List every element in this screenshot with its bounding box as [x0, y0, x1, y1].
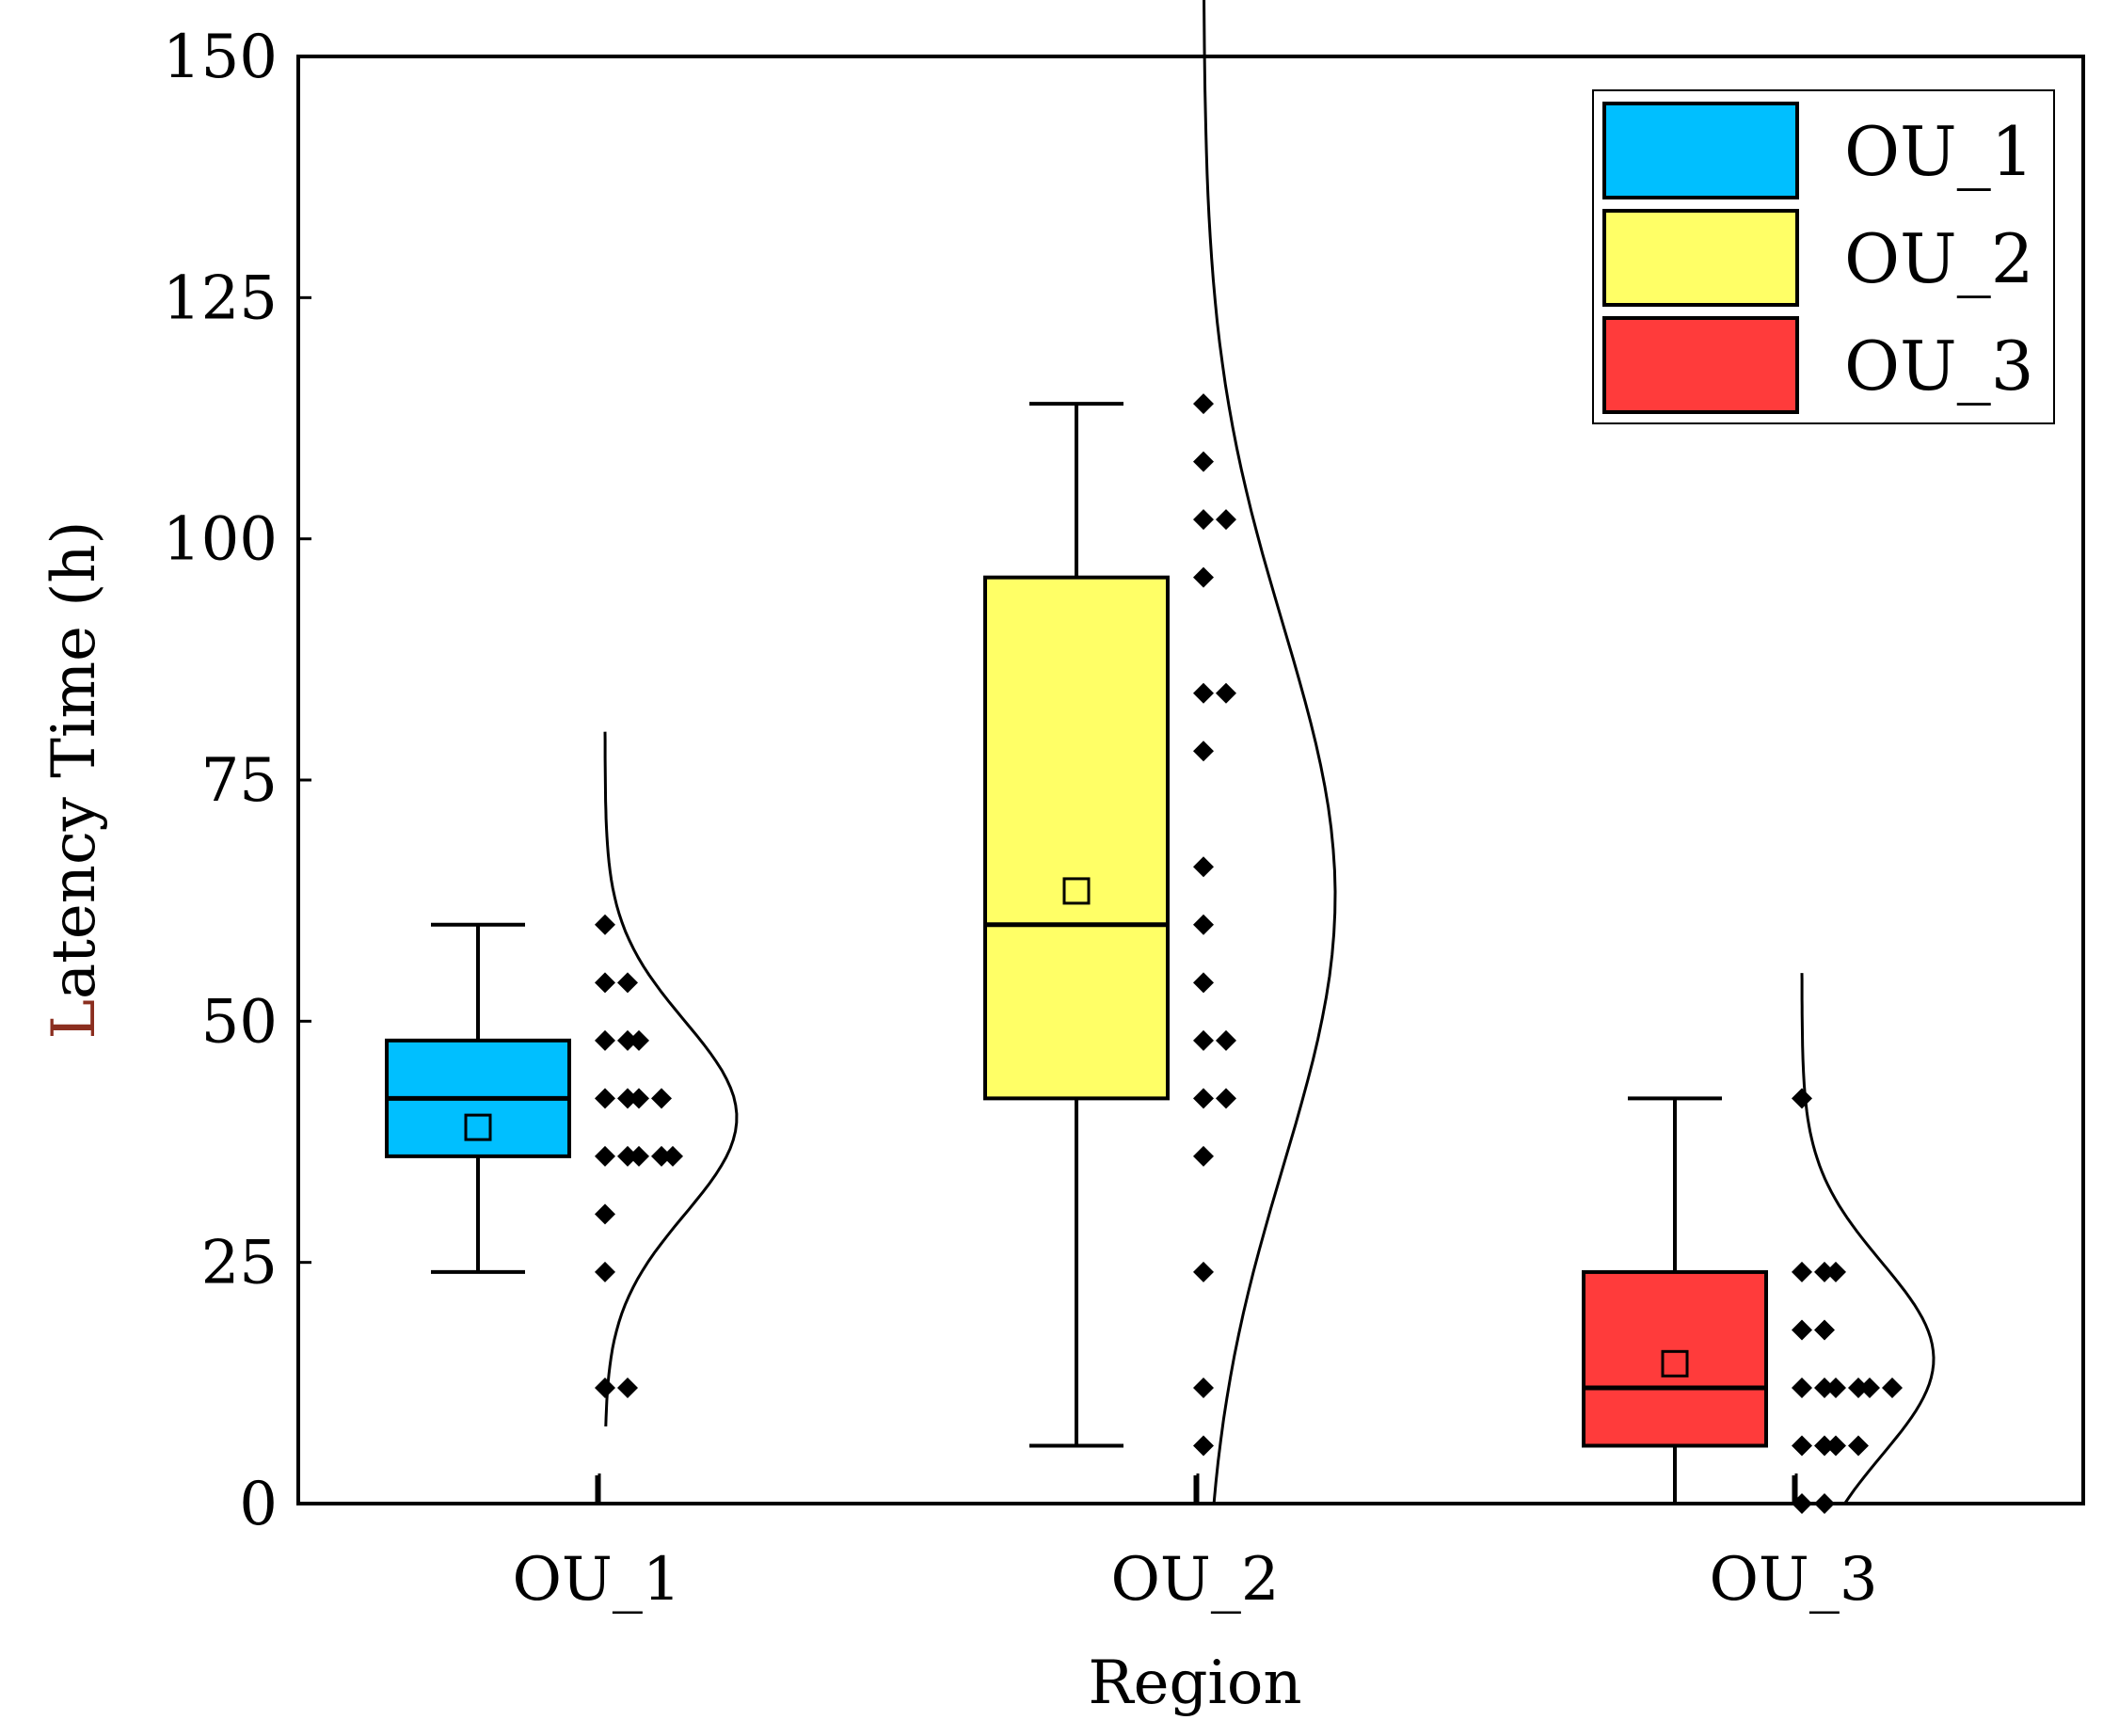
- data-point: [1814, 1377, 1835, 1398]
- data-point: [1193, 393, 1214, 415]
- legend-label: OU_3: [1844, 326, 2034, 406]
- data-point: [1216, 509, 1236, 531]
- data-point: [1792, 1261, 1812, 1282]
- box-OU_2: [983, 575, 1170, 1101]
- data-point: [617, 1088, 638, 1109]
- legend-entries: OU_1 OU_2 OU_3: [1602, 102, 2034, 414]
- distribution-curve: [1800, 973, 1936, 1505]
- mean-marker: [464, 1113, 492, 1141]
- data-point: [651, 1145, 672, 1167]
- y-tick-label: 150: [163, 23, 278, 92]
- data-point: [629, 1145, 649, 1167]
- plot-layer: [385, 0, 1936, 1514]
- legend-label: OU_1: [1844, 112, 2034, 191]
- distribution-curve: [1203, 0, 1337, 1505]
- box-OU_3: [1582, 1269, 1768, 1448]
- data-point: [651, 1088, 672, 1109]
- y-tick-label: 75: [201, 746, 278, 816]
- y-axis-title-first-letter: L: [40, 999, 109, 1040]
- data-point: [1193, 1145, 1214, 1167]
- data-point: [1792, 1435, 1812, 1457]
- data-point: [595, 1377, 615, 1398]
- data-point: [1792, 1377, 1812, 1398]
- data-point: [617, 1029, 638, 1051]
- x-tick-label: OU_1: [512, 1545, 680, 1615]
- data-point: [1848, 1435, 1869, 1457]
- y-tick-label: 0: [239, 1470, 278, 1539]
- data-point: [1216, 682, 1236, 704]
- data-point: [1193, 914, 1214, 935]
- data-point: [1792, 1319, 1812, 1341]
- legend-swatch: [1602, 209, 1799, 307]
- data-point: [1216, 1088, 1236, 1109]
- data-point: [595, 914, 615, 935]
- data-point: [595, 1029, 615, 1051]
- data-point: [617, 1145, 638, 1167]
- data-point: [1216, 1029, 1236, 1051]
- y-tick-label: 100: [163, 505, 278, 575]
- y-tick-label: 125: [163, 263, 278, 333]
- data-point: [1814, 1435, 1835, 1457]
- data-point: [1814, 1319, 1835, 1341]
- x-tick-label: OU_2: [1110, 1545, 1279, 1615]
- data-point: [662, 1145, 683, 1167]
- mean-marker: [1062, 877, 1091, 905]
- distribution-curve: [603, 731, 739, 1427]
- data-point: [617, 1377, 638, 1398]
- data-point: [595, 1203, 615, 1225]
- data-point: [1193, 682, 1214, 704]
- data-point: [1193, 741, 1214, 762]
- series-group-OU_2: [983, 0, 1337, 1505]
- series-group-OU_3: [1582, 973, 1936, 1514]
- legend-label: OU_2: [1844, 219, 2034, 298]
- y-axis-title: Latency Time (h): [40, 520, 109, 1039]
- data-point: [595, 1261, 615, 1282]
- data-point: [1193, 451, 1214, 472]
- legend-swatch: [1602, 102, 1799, 199]
- y-tick-label: 25: [201, 1229, 278, 1298]
- data-point: [1882, 1377, 1903, 1398]
- data-point: [1859, 1377, 1880, 1398]
- data-point: [1193, 1435, 1214, 1457]
- data-point: [595, 1145, 615, 1167]
- data-point: [629, 1088, 649, 1109]
- data-point: [629, 1029, 649, 1051]
- data-point: [1848, 1377, 1869, 1398]
- data-point: [1193, 566, 1214, 588]
- mean-marker: [1661, 1349, 1689, 1378]
- data-point: [1193, 972, 1214, 994]
- data-point: [1193, 1088, 1214, 1109]
- data-point: [1193, 856, 1214, 878]
- data-point: [1193, 1029, 1214, 1051]
- data-point: [1825, 1377, 1846, 1398]
- legend-swatch: [1602, 316, 1799, 414]
- data-point: [1193, 1377, 1214, 1398]
- x-tick-label: OU_3: [1709, 1545, 1877, 1615]
- data-point: [1193, 509, 1214, 531]
- y-tick-label: 50: [201, 987, 278, 1057]
- series-group-OU_1: [385, 731, 739, 1504]
- x-axis-ticks: OU_1 OU_2 OU_3: [512, 1475, 1878, 1615]
- data-point: [1814, 1261, 1835, 1282]
- y-axis-ticks: 0 25 50 75 100 125 150: [163, 23, 311, 1539]
- data-point: [1825, 1435, 1846, 1457]
- y-axis-title-rest: atency Time (h): [40, 520, 109, 999]
- data-point: [1193, 1261, 1214, 1282]
- data-point: [617, 972, 638, 994]
- data-point: [1825, 1261, 1846, 1282]
- x-axis-title: Region: [1088, 1648, 1301, 1718]
- data-point: [595, 972, 615, 994]
- legend: OU_1 OU_2 OU_3: [1592, 89, 2055, 424]
- data-point: [595, 1088, 615, 1109]
